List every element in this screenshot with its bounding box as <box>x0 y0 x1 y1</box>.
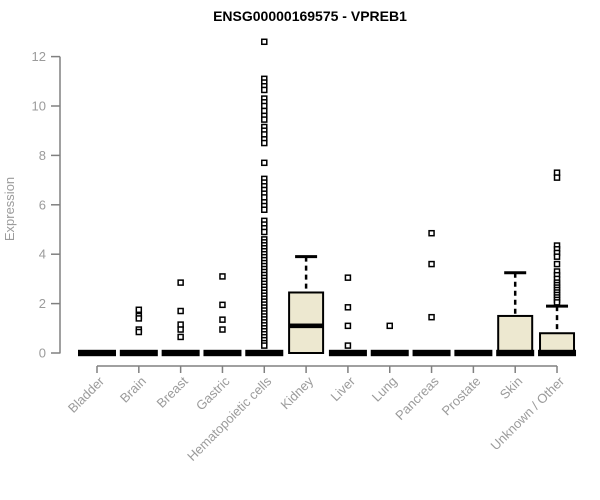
x-category-label-kidney: Kidney <box>278 373 317 412</box>
collapsed-box-bar <box>454 349 493 357</box>
outlier-point <box>344 322 352 330</box>
boxplot-lung <box>370 322 409 357</box>
boxplot-skin <box>496 271 535 357</box>
outlier-point <box>177 307 184 315</box>
box-rect <box>288 291 325 354</box>
outlier-point <box>135 328 143 336</box>
collapsed-box-bar <box>370 349 409 357</box>
outlier-point <box>428 313 435 321</box>
x-category-label-unknown-other: Unknown / Other <box>488 373 568 453</box>
outlier-point <box>261 139 268 147</box>
y-tick-label: 10 <box>32 99 46 114</box>
collapsed-box-bar <box>78 349 116 357</box>
x-category-label-prostate: Prostate <box>439 374 484 419</box>
outlier-point <box>261 228 268 236</box>
collapsed-box-bar <box>119 349 158 357</box>
outlier-point <box>386 322 393 330</box>
outlier-point <box>261 206 268 213</box>
y-axis: 0 2 4 6 8 10 12 <box>32 49 61 361</box>
y-tick-label: 2 <box>39 296 46 311</box>
outlier-point <box>261 159 268 167</box>
outlier-point <box>428 260 435 268</box>
box-rect <box>497 314 534 355</box>
outlier-point <box>553 299 561 306</box>
outlier-point <box>219 301 226 309</box>
outlier-point <box>344 342 352 349</box>
y-tick-label: 6 <box>39 197 46 212</box>
y-tick-label: 0 <box>39 346 46 361</box>
collapsed-box-bar <box>203 349 242 357</box>
outlier-point <box>135 315 143 322</box>
outlier-point <box>261 116 268 123</box>
collapsed-box-bar <box>161 349 200 357</box>
outlier-point <box>344 304 352 311</box>
boxplot-brain <box>119 306 158 357</box>
boxplot-hematopoietic-cells <box>245 38 284 357</box>
boxplot-bladder <box>78 349 116 357</box>
outlier-point <box>135 306 143 314</box>
outlier-point <box>261 38 268 46</box>
x-category-label-liver: Liver <box>328 373 359 404</box>
collapsed-box-bar <box>245 349 284 357</box>
x-category-label-brain: Brain <box>117 374 149 406</box>
outlier-point <box>553 253 561 260</box>
median-line <box>538 349 577 357</box>
outlier-point <box>261 342 268 349</box>
boxplot-gastric <box>203 273 242 357</box>
boxplot-prostate <box>454 349 493 357</box>
boxplot-pancreas <box>412 229 451 357</box>
x-category-label-gastric: Gastric <box>193 373 233 413</box>
outlier-point <box>553 260 561 268</box>
y-tick-label: 4 <box>39 247 46 262</box>
outlier-point <box>261 86 268 94</box>
x-category-label-lung: Lung <box>369 374 400 405</box>
chart-title: ENSG00000169575 - VPREB1 <box>213 8 407 24</box>
x-category-label-skin: Skin <box>497 374 525 402</box>
boxplot-breast <box>161 279 200 357</box>
median-line <box>496 349 535 357</box>
x-category-label-bladder: Bladder <box>65 373 108 416</box>
box-series <box>78 38 577 357</box>
y-tick-label: 12 <box>32 49 46 64</box>
collapsed-box-bar <box>412 349 451 357</box>
x-category-label-breast: Breast <box>154 373 191 410</box>
outlier-point <box>177 326 184 333</box>
outlier-point <box>177 333 184 341</box>
outlier-point <box>219 273 226 280</box>
boxplot-kidney <box>288 255 325 354</box>
median-line <box>289 323 324 329</box>
boxplot-unknown-other <box>538 169 577 357</box>
y-tick-label: 8 <box>39 148 46 163</box>
outlier-point <box>553 174 561 181</box>
y-axis-label: Expression <box>2 177 17 241</box>
outlier-point <box>344 274 352 281</box>
outlier-point <box>177 279 184 286</box>
outlier-point <box>428 229 435 237</box>
x-category-label-pancreas: Pancreas <box>392 373 442 423</box>
boxplot-liver <box>328 274 367 357</box>
outlier-point <box>219 326 226 333</box>
outlier-point <box>219 316 226 323</box>
collapsed-box-bar <box>328 349 367 357</box>
